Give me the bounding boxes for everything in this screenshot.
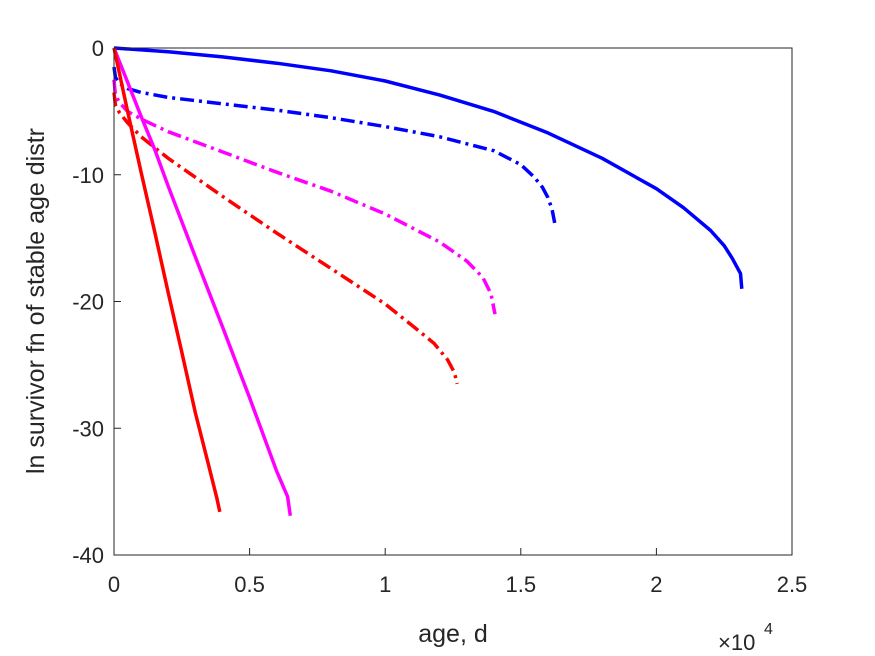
- x-tick-label: 0.5: [234, 572, 265, 597]
- x-tick-label: 2: [650, 572, 662, 597]
- x-multiplier-exponent: 4: [764, 621, 773, 638]
- x-axis-label: age, d: [418, 620, 488, 648]
- y-tick-label: -20: [72, 290, 104, 315]
- x-tick-label: 1: [379, 572, 391, 597]
- x-multiplier-base: ×10: [718, 630, 755, 655]
- plot-area: [114, 48, 792, 555]
- y-tick-label: -40: [72, 543, 104, 568]
- y-tick-label: -10: [72, 163, 104, 188]
- series-layer: [112, 46, 744, 516]
- series-line-5: [112, 47, 293, 516]
- series-line-2: [112, 66, 557, 224]
- y-axis: 0 -10 -20 -30 -40: [72, 36, 121, 568]
- x-tick-label: 2.5: [777, 572, 808, 597]
- series-line-4: [112, 92, 459, 385]
- y-tick-label: 0: [92, 36, 104, 61]
- y-tick-label: -30: [72, 416, 104, 441]
- series-line-3: [112, 79, 497, 315]
- series-line-1: [113, 46, 744, 289]
- y-axis-label: ln survivor fn of stable age distr: [22, 128, 50, 474]
- x-axis: 0 0.5 1 1.5 2 2.5: [108, 548, 807, 597]
- series-line-6: [112, 47, 222, 513]
- x-tick-label: 1.5: [506, 572, 537, 597]
- x-tick-label: 0: [108, 572, 120, 597]
